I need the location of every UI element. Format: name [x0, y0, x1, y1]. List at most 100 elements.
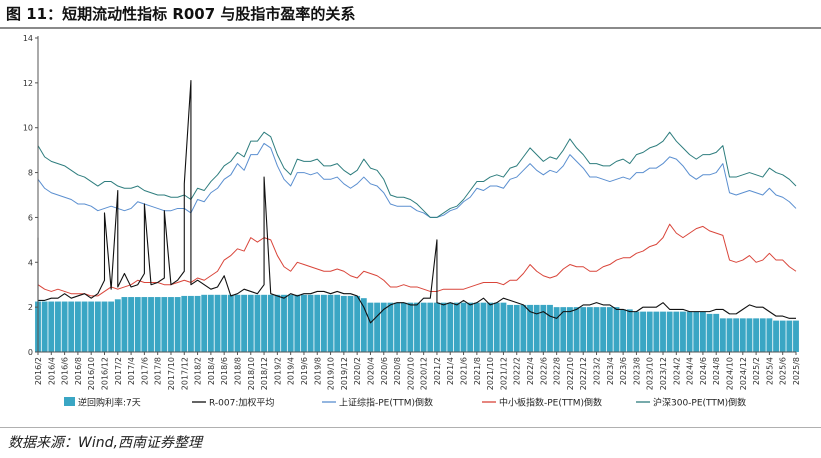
bar-mark	[247, 294, 254, 352]
x-tick-label: 2016/8	[74, 357, 83, 385]
bar-mark	[41, 301, 48, 352]
bar-mark	[666, 311, 673, 352]
bar-mark	[759, 318, 766, 352]
x-tick-label: 2017/4	[127, 357, 136, 385]
bar-mark	[513, 304, 520, 352]
bar-mark	[606, 307, 613, 352]
y-tick-label: 8	[28, 169, 33, 178]
bar-mark	[327, 294, 334, 352]
x-tick-label: 2016/12	[101, 357, 110, 390]
bar-mark	[680, 311, 686, 352]
footer-divider	[0, 427, 821, 428]
bar-mark	[207, 294, 214, 352]
bar-mark	[779, 320, 786, 352]
line-sme-pe-inverse	[37, 223, 797, 297]
y-tick-label: 4	[28, 258, 33, 267]
bar-mark	[161, 297, 168, 352]
x-tick-label: 2016/4	[47, 357, 56, 385]
source-note: 数据来源：Wind,西南证券整理	[8, 435, 202, 451]
bar-mark	[141, 297, 148, 352]
legend-label: 逆回购利率:7天	[78, 397, 141, 409]
x-tick-label: 2018/2	[194, 357, 203, 385]
bar-mark	[214, 294, 221, 352]
bar-mark	[261, 294, 267, 352]
bar-mark	[753, 318, 760, 352]
bar-mark	[168, 297, 174, 352]
bar-mark	[154, 297, 161, 352]
x-tick-label: 2017/12	[180, 357, 189, 390]
bar-mark	[420, 302, 427, 352]
x-tick-label: 2024/8	[712, 357, 721, 385]
line-sse-pe-inverse	[37, 142, 797, 218]
bar-mark	[108, 301, 115, 352]
y-tick-label: 14	[23, 34, 33, 43]
bar-mark	[61, 301, 68, 352]
bar-mark	[301, 294, 307, 352]
bar-mark	[660, 311, 666, 352]
bar-mark	[673, 311, 680, 352]
x-tick-label: 2025/6	[779, 357, 788, 385]
bar-mark	[221, 294, 228, 352]
bar-mark	[274, 294, 281, 352]
bar-mark	[101, 301, 108, 352]
bar-mark	[55, 301, 61, 352]
bar-mark	[640, 311, 646, 352]
bar-mark	[540, 304, 547, 352]
bar-mark	[527, 304, 533, 352]
y-tick-label: 6	[28, 213, 33, 222]
bar-mark	[81, 301, 88, 352]
bar-mark	[360, 298, 367, 352]
bar-mark	[593, 307, 600, 352]
bar-mark	[480, 302, 487, 352]
bar-mark	[380, 302, 387, 352]
bar-mark	[281, 294, 287, 352]
x-tick-label: 2018/6	[220, 357, 229, 385]
x-tick-label: 2017/10	[167, 357, 176, 390]
x-tick-label: 2019/10	[327, 357, 336, 390]
legend-item-hs300: 沪深300-PE(TTM)倒数	[636, 397, 746, 409]
bar-mark	[400, 302, 407, 352]
bar-mark	[181, 295, 188, 352]
bar-mark	[533, 304, 540, 352]
bar-mark	[739, 318, 746, 352]
x-tick-label: 2023/8	[632, 357, 641, 385]
bar-mark	[633, 311, 640, 352]
x-tick-label: 2025/8	[792, 357, 801, 385]
legend-label: 中小板指数-PE(TTM)倒数	[499, 397, 602, 409]
bar-mark	[227, 294, 234, 352]
x-tick-label: 2022/2	[513, 357, 522, 385]
x-tick-label: 2020/10	[406, 357, 415, 390]
bar-mark	[440, 302, 447, 352]
x-tick-label: 2019/2	[273, 357, 282, 385]
x-tick-label: 2020/4	[367, 357, 376, 385]
x-tick-label: 2016/2	[34, 357, 43, 385]
legend-item-sse: 上证综指-PE(TTM)倒数	[322, 397, 433, 409]
bar-mark	[134, 297, 141, 352]
bar-mark	[48, 301, 55, 352]
bar-mark	[407, 302, 414, 352]
bar-mark	[74, 301, 81, 352]
bar-mark	[467, 302, 474, 352]
bar-mark	[553, 307, 560, 352]
bar-mark	[693, 311, 700, 352]
bar-mark	[713, 313, 720, 352]
bar-mark	[241, 294, 248, 352]
x-tick-label: 2016/6	[61, 357, 70, 385]
bar-mark	[613, 307, 620, 352]
legend-label: R-007:加权平均	[209, 397, 274, 409]
bar-mark	[320, 294, 327, 352]
bar-mark	[194, 295, 201, 352]
x-tick-label: 2022/6	[539, 357, 548, 385]
x-tick-label: 2021/4	[446, 357, 455, 385]
x-tick-label: 2025/2	[752, 357, 761, 385]
x-tick-label: 2024/4	[686, 357, 695, 385]
bar-mark	[507, 304, 514, 352]
bar-mark	[453, 302, 460, 352]
bar-mark	[646, 311, 653, 352]
x-tick-label: 2018/4	[207, 357, 216, 385]
bar-mark	[114, 299, 121, 352]
bar-mark	[487, 302, 494, 352]
line-series-group	[37, 80, 797, 324]
bar-mark	[719, 318, 726, 352]
bar-mark	[201, 294, 208, 352]
